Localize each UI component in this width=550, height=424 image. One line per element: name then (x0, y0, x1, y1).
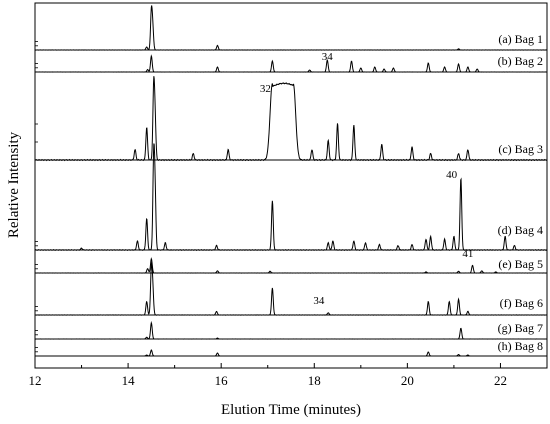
x-axis: 12 14 16 18 20 22 (29, 363, 507, 388)
trace-label: (h) Bag 8 (498, 339, 543, 353)
x-tick-label: 22 (494, 373, 507, 388)
trace-line (34, 54, 548, 73)
traces (34, 5, 548, 357)
peak-annotation: 34 (313, 295, 325, 307)
x-tick-label: 12 (29, 373, 42, 388)
peak-annotation: 41 (462, 248, 473, 260)
x-tick-label: 14 (122, 373, 136, 388)
trace-line (34, 143, 548, 251)
trace-label: (a) Bag 1 (498, 32, 543, 46)
trace-label: (b) Bag 2 (498, 54, 543, 68)
x-tick-label: 20 (401, 373, 414, 388)
x-tick-label: 18 (308, 373, 321, 388)
trace-line (34, 262, 548, 316)
peak-annotations: 34 32 40 41 34 (260, 51, 473, 307)
trace-line (34, 5, 548, 51)
trace-line (34, 349, 548, 357)
panel-dividers (35, 41, 547, 357)
trace-label: (c) Bag 3 (498, 142, 543, 156)
trace-label: (f) Bag 6 (500, 296, 543, 310)
trace-line (34, 76, 548, 162)
panel-labels: (a) Bag 1 (b) Bag 2 (c) Bag 3 (d) Bag 4 (e) … (498, 32, 543, 353)
trace-line (34, 257, 548, 274)
trace-label: (e) Bag 5 (498, 257, 543, 271)
peak-annotation: 40 (446, 169, 458, 181)
trace-label: (g) Bag 7 (498, 321, 543, 335)
trace-label: (d) Bag 4 (498, 223, 543, 237)
x-tick-label: 16 (215, 373, 229, 388)
plot-frame (34, 2, 548, 369)
y-axis-title: Relative Intensity (6, 131, 22, 238)
peak-annotation: 34 (322, 51, 334, 63)
x-axis-title: Elution Time (minutes) (221, 402, 361, 418)
peak-annotation: 32 (260, 83, 271, 95)
trace-line (34, 320, 548, 340)
